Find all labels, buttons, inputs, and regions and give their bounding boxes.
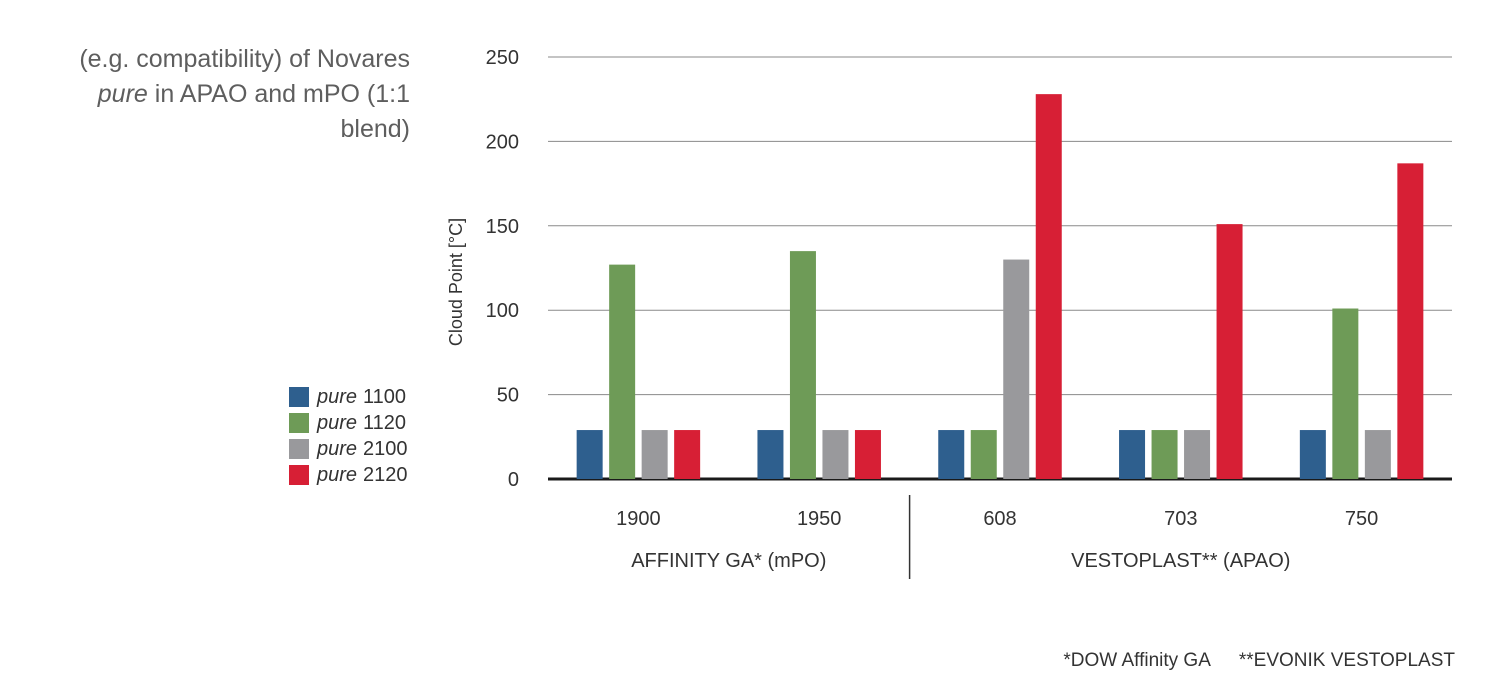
group-label: AFFINITY GA* (mPO) xyxy=(631,550,826,572)
bar xyxy=(854,430,881,479)
legend-swatch-1100 xyxy=(289,387,309,407)
legend-name: pure xyxy=(317,464,358,486)
footnotes: *DOW Affinity GA **EVONIK VESTOPLAST xyxy=(1063,650,1455,672)
x-tick-label: 750 xyxy=(1345,508,1378,530)
bar xyxy=(1003,259,1030,479)
bar xyxy=(609,264,636,479)
y-tick-label: 200 xyxy=(486,131,519,153)
y-tick-label: 250 xyxy=(486,47,519,69)
legend: pure 1100 pure 1120 pure 2100 pure 2120 xyxy=(289,384,408,488)
legend-name: pure xyxy=(317,438,358,460)
legend-name: pure xyxy=(317,412,358,434)
bar xyxy=(576,430,603,479)
bar xyxy=(1035,94,1062,480)
group-label: VESTOPLAST** (APAO) xyxy=(1071,550,1290,572)
bar xyxy=(938,430,965,479)
legend-code: 2120 xyxy=(363,464,408,486)
x-tick-label: 1950 xyxy=(797,508,842,530)
y-tick-label: 50 xyxy=(497,385,519,407)
legend-swatch-1120 xyxy=(289,413,309,433)
legend-code: 1100 xyxy=(363,386,407,408)
bar xyxy=(789,251,816,479)
legend-code: 1120 xyxy=(363,412,407,434)
y-tick-label: 0 xyxy=(508,469,519,491)
grid-lines xyxy=(548,56,1452,481)
title-pure-italic: pure xyxy=(97,80,148,108)
legend-code: 2100 xyxy=(363,438,408,460)
y-axis-label: Cloud Point [°C] xyxy=(446,218,466,346)
legend-item-2120: pure 2120 xyxy=(289,462,408,488)
bar xyxy=(1119,430,1146,479)
bar xyxy=(1364,430,1391,479)
bar xyxy=(1332,308,1359,479)
x-tick-label: 703 xyxy=(1164,508,1197,530)
bar xyxy=(1299,430,1326,479)
bar xyxy=(822,430,849,479)
footnote-evonik: **EVONIK VESTOPLAST xyxy=(1238,650,1455,671)
legend-name: pure xyxy=(317,386,358,408)
y-tick-label: 100 xyxy=(486,300,519,322)
bar xyxy=(1397,163,1424,479)
title-line-1: (e.g. compatibility) of Novares xyxy=(79,45,410,73)
y-tick-label: 150 xyxy=(486,216,519,238)
x-tick-label: 608 xyxy=(983,508,1016,530)
footnote-dow: *DOW Affinity GA xyxy=(1063,650,1211,671)
bar xyxy=(641,430,668,479)
x-tick-label: 1900 xyxy=(616,508,661,530)
bar xyxy=(1216,224,1243,479)
y-axis-ticks: 0 50 100 150 200 250 xyxy=(486,47,519,491)
bar xyxy=(757,430,784,479)
legend-swatch-2100 xyxy=(289,439,309,459)
bar xyxy=(1151,430,1178,479)
legend-item-2100: pure 2100 xyxy=(289,436,408,462)
legend-item-1100: pure 1100 xyxy=(289,384,408,410)
title-line-2: pure in APAO and mPO (1:1 xyxy=(0,77,410,112)
bars xyxy=(576,94,1424,480)
bar xyxy=(674,430,701,479)
bar xyxy=(1184,430,1211,479)
x-axis-labels: 1900 1950 608 703 750 AFFINITY GA* (mPO) VESTO… xyxy=(616,495,1378,579)
legend-item-1120: pure 1120 xyxy=(289,410,408,436)
legend-swatch-2120 xyxy=(289,465,309,485)
title-line-3: blend) xyxy=(340,115,411,143)
bar xyxy=(970,430,997,479)
title-line-2-rest: in APAO and mPO (1:1 xyxy=(147,80,410,108)
chart-title: (e.g. compatibility) of Novares pure in … xyxy=(0,42,410,147)
